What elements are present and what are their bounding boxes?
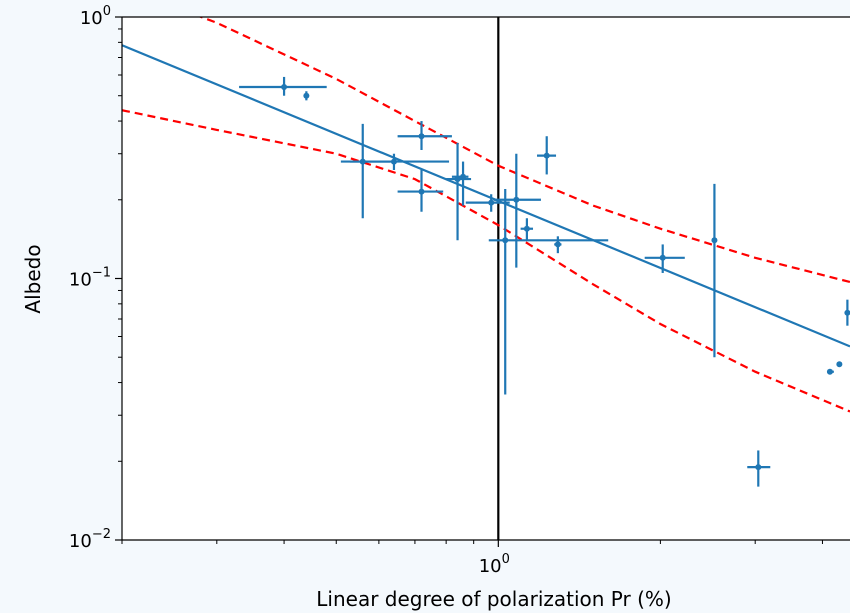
point-marker xyxy=(711,237,718,244)
y-tick-label: 10−2 xyxy=(69,527,111,552)
data-point xyxy=(397,121,452,151)
x-axis-label: Linear degree of polarization Pr (%) xyxy=(316,587,671,611)
point-marker xyxy=(488,199,495,206)
tick-labels: 100 100 10−1 10−2 xyxy=(69,4,510,577)
point-marker xyxy=(755,464,762,471)
minor-ticks xyxy=(118,28,823,544)
point-marker xyxy=(281,83,288,90)
major-ticks xyxy=(115,16,499,547)
point-marker xyxy=(543,152,550,159)
data-point xyxy=(520,218,534,241)
lower-bound-dashed-line xyxy=(122,109,850,413)
fit-line xyxy=(122,44,850,348)
data-point xyxy=(554,236,562,254)
data-point xyxy=(465,194,510,212)
y-axis-label: Albedo xyxy=(21,244,45,313)
data-point xyxy=(711,183,718,358)
data-point xyxy=(844,299,850,326)
point-marker xyxy=(554,241,561,248)
data-point xyxy=(397,169,444,212)
point-marker xyxy=(418,133,425,140)
point-marker xyxy=(826,368,833,375)
point-marker xyxy=(390,158,397,165)
data-point xyxy=(239,76,327,96)
plot-layer xyxy=(122,17,850,540)
point-marker xyxy=(502,237,509,244)
data-points xyxy=(239,76,850,487)
point-marker xyxy=(418,188,425,195)
point-marker xyxy=(523,225,530,232)
data-point xyxy=(451,161,469,206)
point-marker xyxy=(303,92,310,99)
plot-area-background xyxy=(122,17,850,540)
x-tick-label: 100 xyxy=(479,552,510,577)
data-point xyxy=(826,368,834,375)
data-point xyxy=(537,136,557,175)
data-point xyxy=(493,153,541,268)
data-point xyxy=(488,188,609,395)
data-point xyxy=(644,244,685,273)
point-marker xyxy=(460,173,467,180)
data-point xyxy=(303,91,310,101)
point-marker xyxy=(513,196,520,203)
data-point xyxy=(747,450,771,487)
data-point xyxy=(836,361,843,368)
upper-bound-dashed-line xyxy=(198,17,850,284)
y-tick-label: 100 xyxy=(80,4,111,29)
point-marker xyxy=(836,361,843,368)
y-tick-label: 10−1 xyxy=(69,266,111,291)
point-marker xyxy=(659,254,666,261)
point-marker xyxy=(844,309,850,316)
data-point xyxy=(340,153,450,170)
